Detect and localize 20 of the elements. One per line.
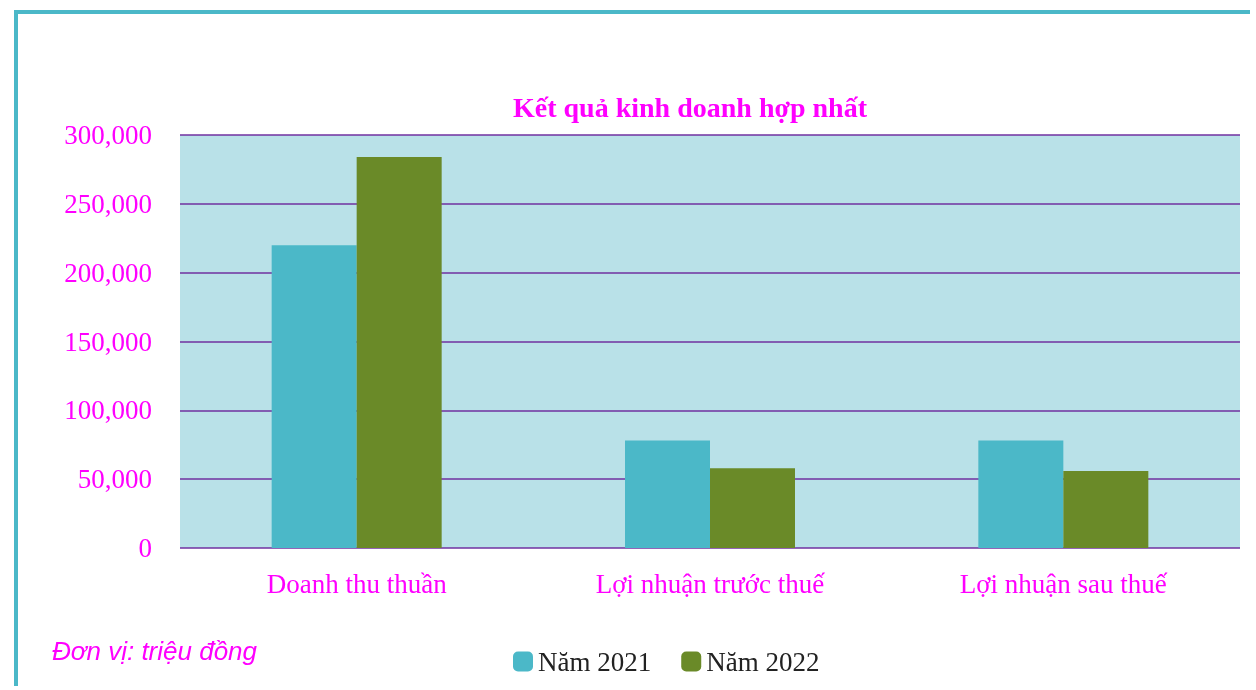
bar	[1063, 470, 1149, 548]
y-tick-label: 0	[138, 533, 152, 563]
x-tick-label: Lợi nhuận sau thuế	[959, 568, 1168, 599]
bar	[625, 440, 710, 548]
bar	[978, 440, 1064, 548]
bar	[710, 468, 795, 548]
y-tick-label: 250,000	[64, 188, 152, 219]
y-tick-label: 150,000	[64, 326, 152, 357]
y-tick-label: 200,000	[64, 257, 152, 288]
x-tick-label: Doanh thu thuần	[266, 568, 448, 599]
legend-label: Năm 2022	[706, 646, 820, 677]
bar	[356, 157, 442, 548]
legend-label: Năm 2021	[538, 646, 652, 677]
x-tick-label: Lợi nhuận trước thuế	[595, 568, 826, 599]
text: Đơn vị: triệu đồng	[52, 636, 258, 666]
y-tick-label: 50,000	[77, 464, 152, 495]
chart-title: Kết quả kinh doanh hợp nhất	[513, 91, 868, 123]
y-tick-label: 100,000	[64, 395, 152, 426]
y-tick-label: 300,000	[64, 120, 152, 150]
bar	[271, 245, 357, 548]
